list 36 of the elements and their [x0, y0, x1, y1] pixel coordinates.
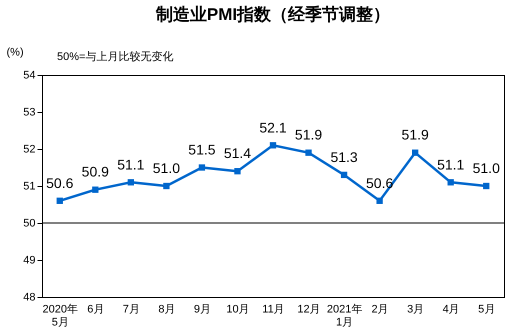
- text: 50%=与上月比较无变化: [57, 50, 174, 63]
- x-tick-label: 2021年 1月: [326, 304, 362, 328]
- data-label: 50.9: [82, 164, 110, 180]
- y-axis-title: (%): [6, 46, 24, 58]
- data-label: 51.1: [437, 156, 465, 172]
- data-label: 51.0: [472, 160, 500, 176]
- x-tick-label: 9月: [194, 304, 211, 316]
- x-tick-label: 3月: [407, 304, 424, 316]
- y-tick-label: 53: [23, 106, 36, 118]
- x-tick-label: 2月: [372, 304, 389, 316]
- data-label: 51.9: [294, 126, 322, 143]
- y-tick-label: 54: [23, 70, 36, 82]
- data-label: 51.3: [330, 148, 358, 165]
- x-tick-label: 12月: [297, 304, 321, 316]
- y-tick-label: 50: [23, 218, 36, 230]
- data-label: 51.5: [188, 142, 216, 158]
- data-label: 50.6: [366, 174, 394, 191]
- data-label: 51.0: [152, 160, 180, 176]
- y-tick-label: 51: [23, 180, 36, 192]
- data-label: 51.4: [224, 145, 252, 162]
- y-tick-label: 52: [23, 144, 36, 156]
- data-label: 52.1: [259, 119, 287, 136]
- data-label: 50.6: [46, 174, 74, 191]
- y-tick-label: 49: [23, 254, 36, 266]
- x-tick-label: 11月: [262, 304, 285, 316]
- data-label: 51.9: [402, 126, 429, 143]
- x-tick-label: 7月: [122, 304, 140, 316]
- data-label: 51.1: [117, 156, 145, 172]
- x-tick-label: 10月: [226, 304, 250, 316]
- x-tick-label: 4月: [442, 304, 460, 316]
- chart-title: 制造业PMI指数（经季节调整）: [154, 5, 390, 24]
- x-tick-label: 8月: [158, 304, 176, 316]
- x-tick-label: 2020年 5月: [42, 304, 78, 328]
- x-tick-label: 5月: [478, 304, 496, 316]
- x-tick-label: 6月: [87, 304, 104, 316]
- y-tick-label: 48: [23, 292, 36, 304]
